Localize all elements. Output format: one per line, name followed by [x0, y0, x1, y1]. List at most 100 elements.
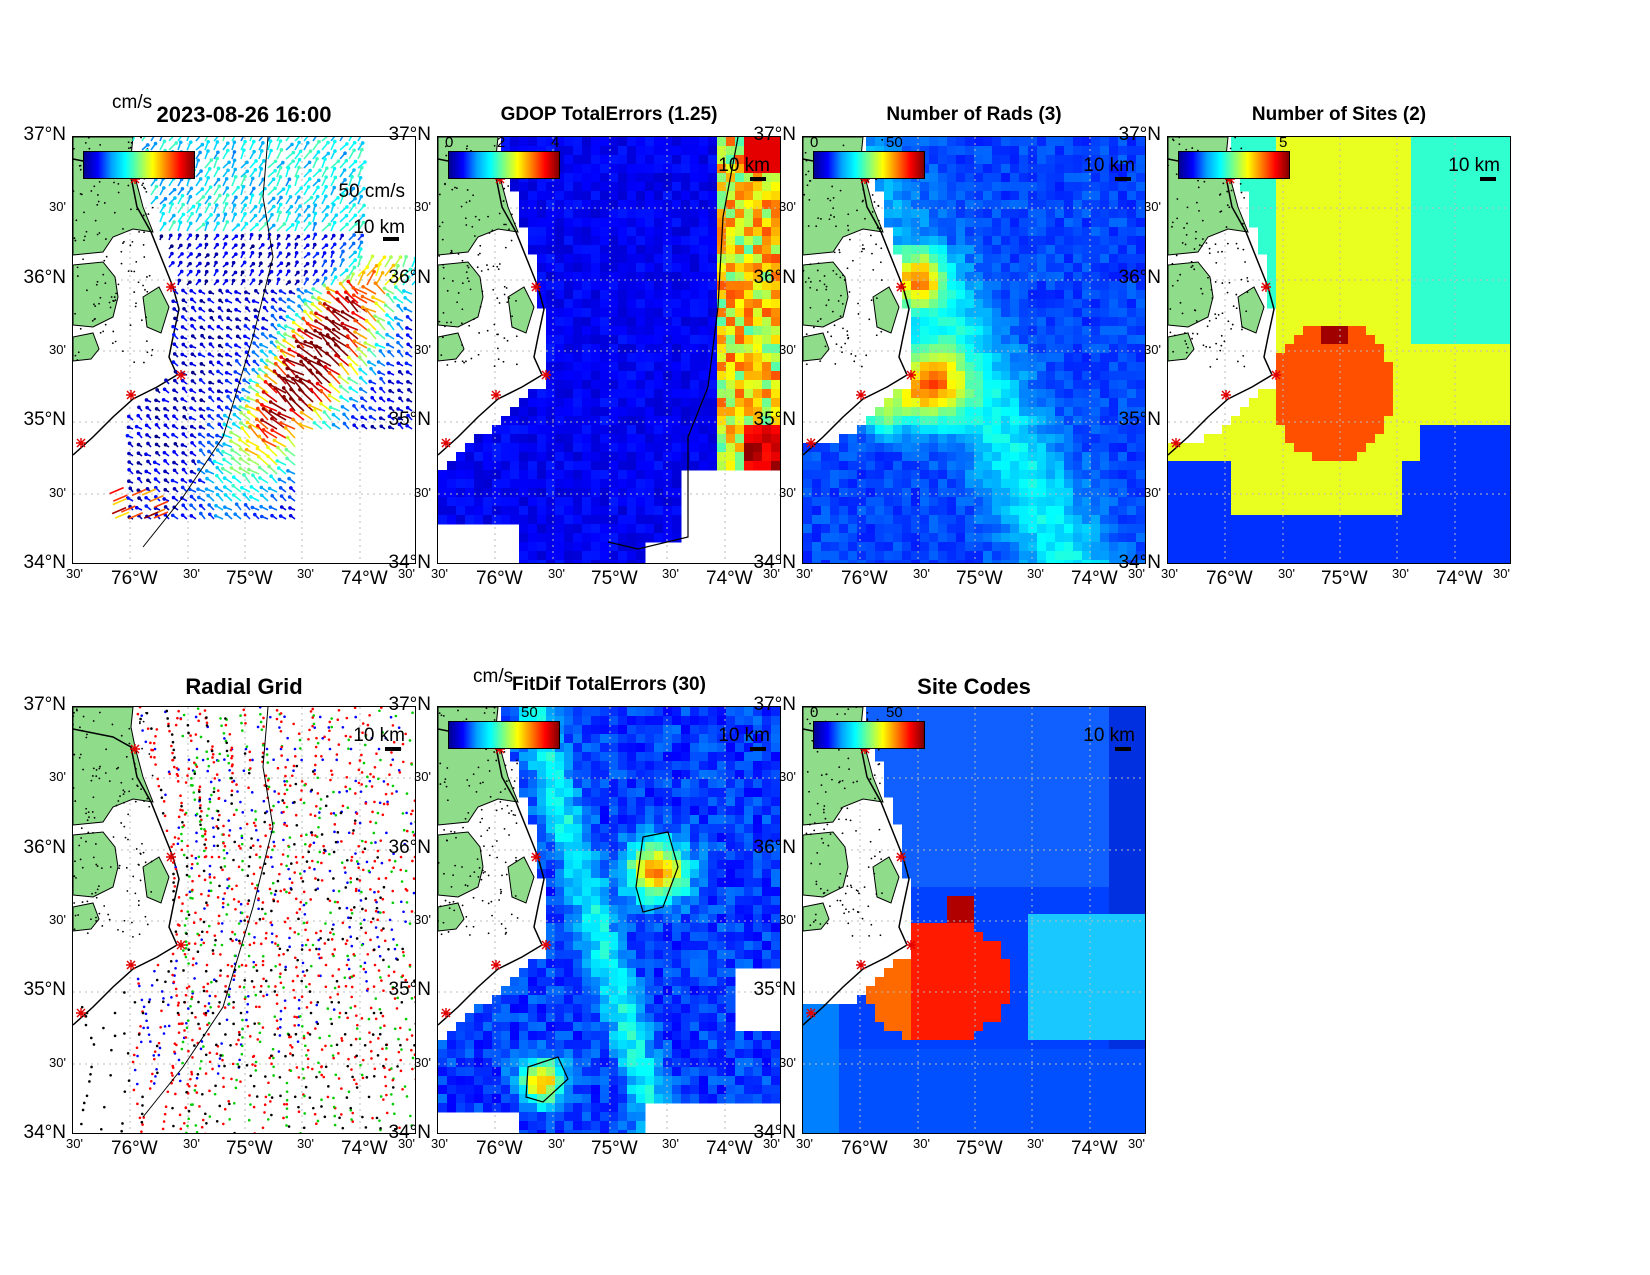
land-area: [142, 856, 170, 904]
y-tick-label: 30': [49, 199, 66, 214]
x-tick-label: 76°W: [841, 568, 888, 589]
land-area: [507, 286, 535, 334]
panel-title: Radial Grid: [185, 674, 303, 699]
y-tick-label: 36°N: [753, 837, 796, 858]
heatmap-cells: [438, 707, 780, 1133]
x-tick-label: 76°W: [476, 568, 523, 589]
site-marker: [491, 960, 501, 970]
x-tick-label: 30': [763, 1136, 780, 1151]
site-marker: [531, 852, 541, 862]
colorbar-tick: 0: [810, 706, 819, 721]
x-tick-label: 30': [662, 566, 679, 581]
x-tick-label: 75°W: [226, 568, 273, 589]
panel-title: GDOP TotalErrors (1.25): [500, 104, 718, 125]
y-tick-label: 30': [1144, 199, 1161, 214]
site-marker: [166, 282, 176, 292]
land-area: [872, 856, 900, 904]
colorbar-tick: 50: [886, 136, 903, 151]
y-tick-label: 35°N: [1118, 409, 1161, 430]
map-canvas: [803, 137, 1145, 563]
x-tick-label: 74°W: [706, 1138, 753, 1159]
map-canvas: [1168, 137, 1510, 563]
panel-gdop: 0 2 4 10 km 37°N 30' 36°N 30' 35°N 30' 34°N 30' 76°W…: [389, 104, 781, 589]
x-tick-label: 30': [1128, 1136, 1145, 1151]
map-canvas: [803, 707, 1145, 1133]
x-tick-label: 30': [796, 1136, 813, 1151]
coastline: [73, 728, 180, 1026]
x-tick-label: 30': [66, 1136, 83, 1151]
y-tick-label: 37°N: [23, 694, 66, 715]
y-tick-label: 30': [414, 485, 431, 500]
colorbar: [83, 151, 195, 179]
land-area: [73, 261, 119, 328]
y-tick-label: 35°N: [753, 979, 796, 1000]
site-marker: [856, 960, 866, 970]
x-tick-label: 75°W: [1321, 568, 1368, 589]
vector-scale-label: 50 cm/s: [338, 181, 405, 202]
y-tick-label: 36°N: [388, 267, 431, 288]
x-tick-label: 76°W: [111, 1138, 158, 1159]
colorbar-tick: 0: [445, 136, 454, 151]
x-tick-label: 30': [913, 1136, 930, 1151]
coast-speckles: [73, 137, 154, 364]
colorbar-tick: 5: [1279, 136, 1288, 151]
y-tick-label: 30': [1144, 342, 1161, 357]
panel-vectors: 50 cm/s 10 km 37°N 30' 36°N 30' 35°N 30' 34°N 30'…: [24, 92, 416, 589]
colorbar-unit: cm/s: [112, 92, 153, 113]
coast-speckles: [805, 707, 883, 937]
y-tick-label: 30': [414, 199, 431, 214]
panel-title: Site Codes: [917, 674, 1031, 699]
land-area: [1168, 332, 1195, 362]
x-tick-label: 74°W: [706, 568, 753, 589]
y-tick-label: 30': [779, 342, 796, 357]
land-area: [73, 332, 100, 362]
panel-rads: 0 50 10 km 37°N 30' 36°N 30' 35°N 30' 34°N 30' 76°W…: [754, 104, 1146, 589]
y-tick-label: 35°N: [388, 409, 431, 430]
x-tick-label: 30': [1493, 566, 1510, 581]
map-frame: 50 cm/s 10 km: [72, 136, 416, 564]
site-marker: [76, 438, 86, 448]
y-tick-label: 30': [49, 342, 66, 357]
colorbar: 0 2 4: [445, 137, 560, 179]
distance-scale-bar: [385, 747, 401, 751]
site-marker: [806, 1008, 816, 1018]
y-tick-label: 30': [49, 1055, 66, 1070]
distance-scale-label: 10 km: [1448, 155, 1500, 176]
land-area: [73, 707, 154, 826]
distance-scale-label: 10 km: [353, 217, 405, 238]
coastline: [438, 158, 545, 456]
distance-scale-label: 10 km: [718, 155, 770, 176]
distance-scale-bar: [383, 237, 399, 241]
coastline: [438, 728, 545, 1026]
site-marker: [441, 1008, 451, 1018]
x-tick-label: 30': [796, 566, 813, 581]
contour-line: [607, 137, 739, 550]
x-tick-label: 30': [66, 566, 83, 581]
x-tick-label: 30': [297, 566, 314, 581]
y-tick-label: 37°N: [753, 694, 796, 715]
map-canvas: [73, 137, 415, 563]
x-tick-label: 30': [183, 1136, 200, 1151]
current-vectors: [109, 137, 415, 520]
y-tick-label: 35°N: [388, 979, 431, 1000]
panel-fitdif: 50 10 km 37°N 30' 36°N 30' 35°N 30' 34°N 30' 76°W 3…: [389, 666, 781, 1159]
x-tick-label: 76°W: [1206, 568, 1253, 589]
site-marker: [491, 390, 501, 400]
coast-speckles: [438, 707, 519, 936]
map-frame: 0 2 4 10 km: [437, 136, 781, 564]
heatmap-cells: [1168, 137, 1510, 563]
land-area: [872, 286, 900, 334]
x-tick-label: 74°W: [1071, 568, 1118, 589]
x-tick-label: 76°W: [476, 1138, 523, 1159]
panel-title: 2023-08-26 16:00: [156, 102, 332, 127]
panel-sites: 5 10 km 37°N 30' 36°N 30' 35°N 30' 34°N 30' 76°W 30…: [1119, 104, 1511, 589]
x-tick-label: 30': [1027, 566, 1044, 581]
site-marker: [806, 438, 816, 448]
colorbar-tick: 50: [521, 706, 538, 721]
y-tick-label: 30': [49, 769, 66, 784]
isobath: [142, 707, 274, 1118]
colorbar: 0 50: [810, 707, 925, 749]
site-marker: [531, 282, 541, 292]
land-area: [438, 332, 465, 362]
y-tick-label: 35°N: [23, 979, 66, 1000]
